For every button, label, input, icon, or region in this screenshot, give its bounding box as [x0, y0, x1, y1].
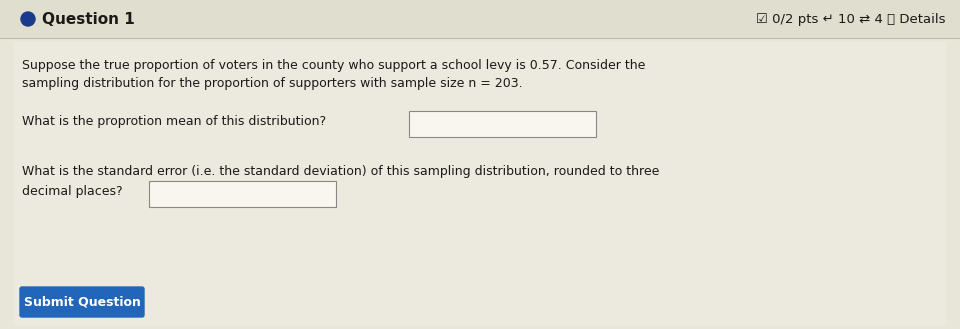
Text: ☑ 0/2 pts ↵ 10 ⇄ 4 ⓘ Details: ☑ 0/2 pts ↵ 10 ⇄ 4 ⓘ Details	[756, 13, 946, 26]
Text: sampling distribution for the proportion of supporters with sample size n = 203.: sampling distribution for the proportion…	[22, 78, 522, 90]
Text: What is the standard error (i.e. the standard deviation) of this sampling distri: What is the standard error (i.e. the sta…	[22, 165, 660, 179]
Circle shape	[21, 12, 35, 26]
FancyBboxPatch shape	[149, 181, 336, 207]
Text: decimal places?: decimal places?	[22, 186, 123, 198]
Text: Submit Question: Submit Question	[24, 295, 140, 309]
Text: What is the proprotion mean of this distribution?: What is the proprotion mean of this dist…	[22, 115, 326, 129]
Text: Question 1: Question 1	[42, 12, 134, 27]
FancyBboxPatch shape	[0, 0, 960, 38]
FancyBboxPatch shape	[14, 42, 946, 325]
FancyBboxPatch shape	[409, 111, 596, 137]
FancyBboxPatch shape	[20, 287, 144, 317]
Text: Suppose the true proportion of voters in the county who support a school levy is: Suppose the true proportion of voters in…	[22, 60, 645, 72]
